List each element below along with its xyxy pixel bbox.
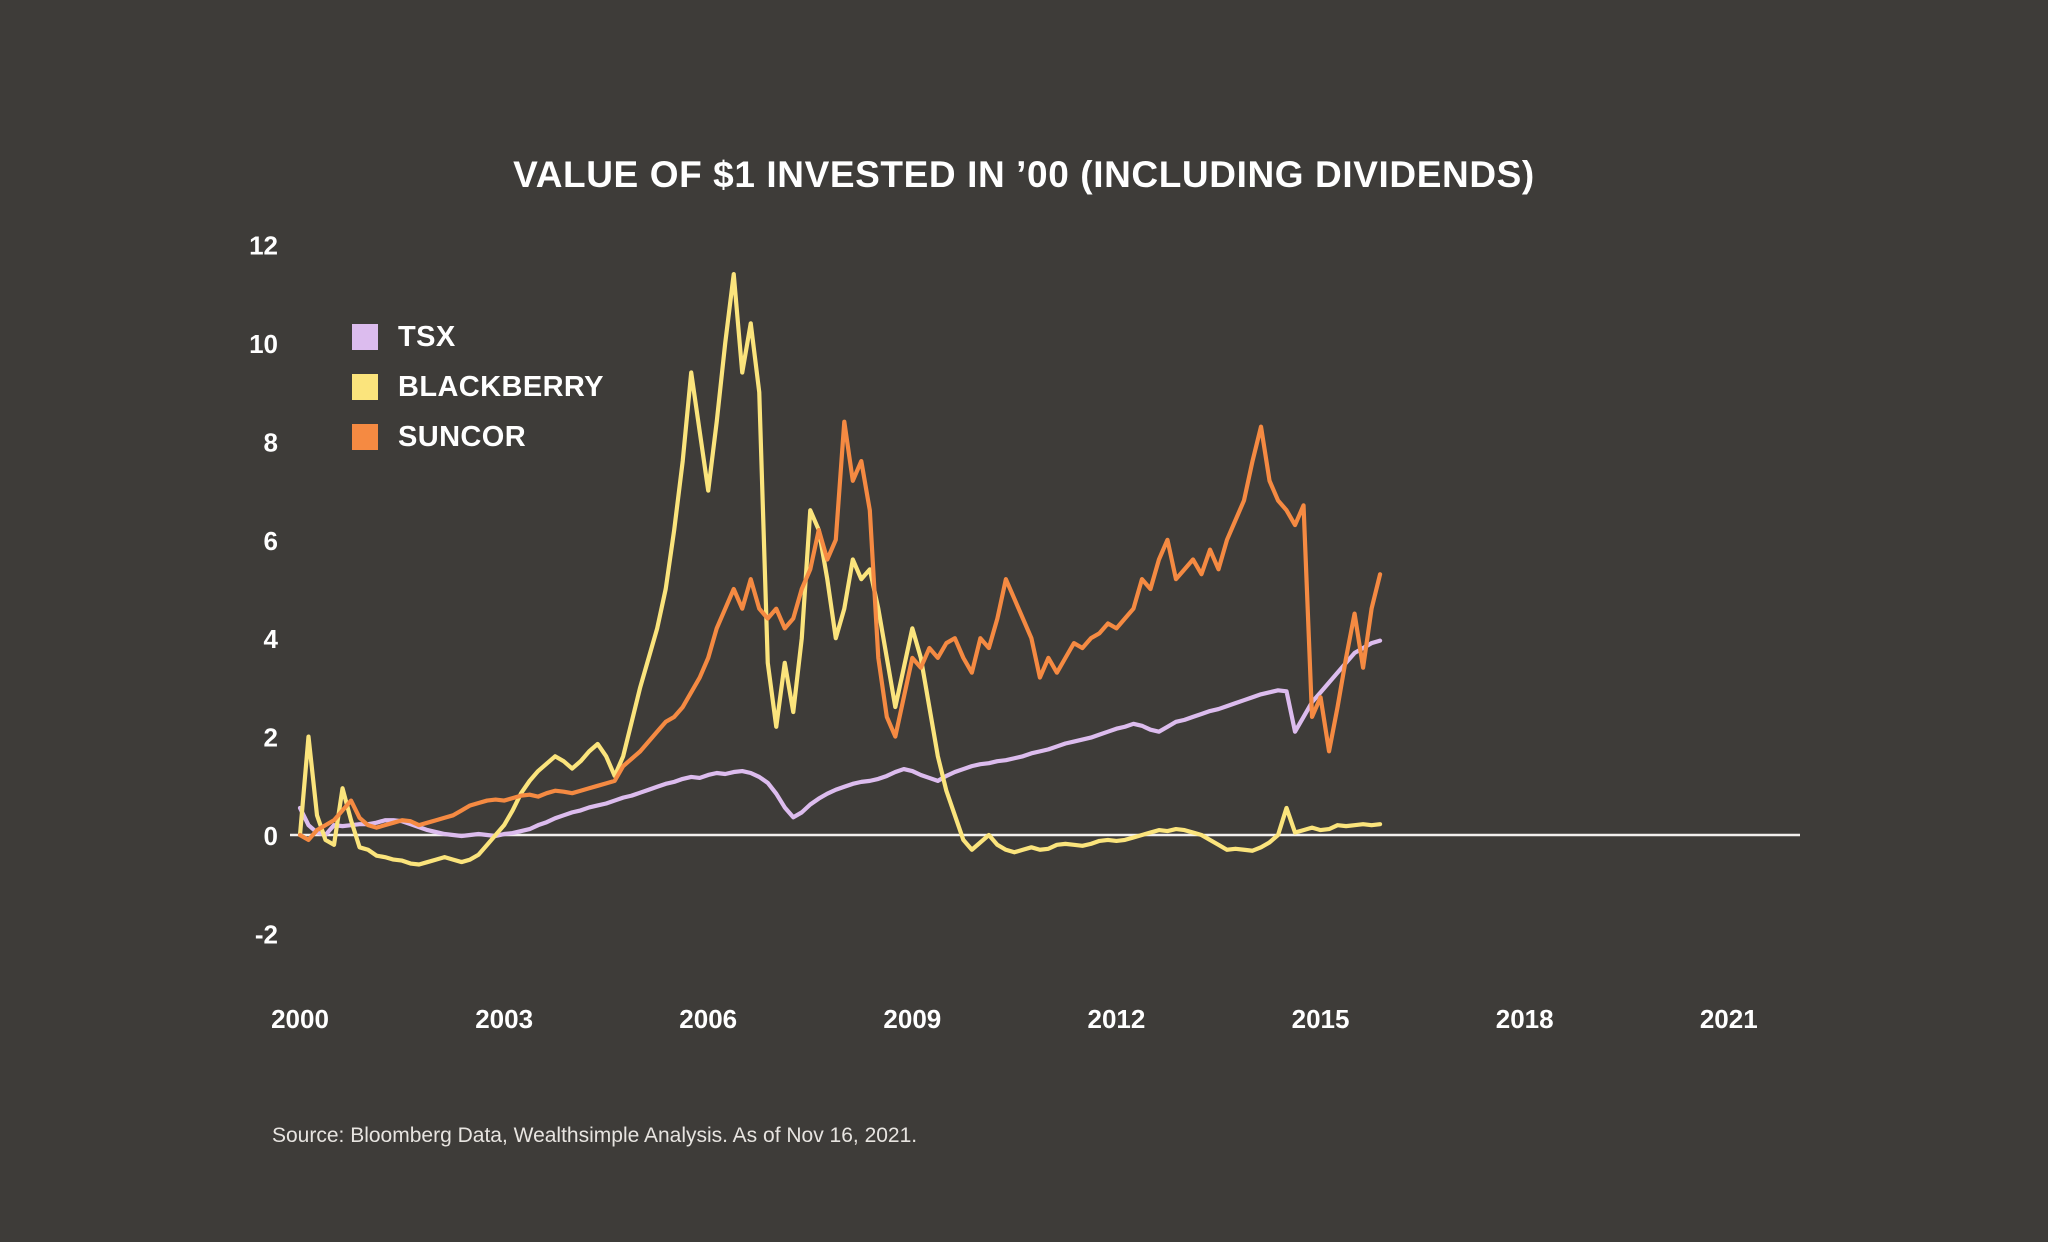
x-axis-tick-label: 2006	[679, 1004, 737, 1034]
y-axis-tick-label: 0	[264, 821, 278, 851]
legend-label-blackberry: BLACKBERRY	[398, 370, 604, 403]
x-axis-tick-label: 2000	[271, 1004, 329, 1034]
series-line-blackberry	[297, 272, 1383, 867]
legend-swatch-blackberry	[352, 374, 378, 400]
x-axis-tick-label: 2012	[1088, 1004, 1146, 1034]
series-line-tsx	[297, 638, 1383, 839]
x-axis-tick-label: 2009	[883, 1004, 941, 1034]
chart-legend: TSX BLACKBERRY SUNCOR	[352, 312, 604, 462]
y-axis-tick-label: -2	[255, 919, 278, 949]
x-axis-tick-label: 2003	[475, 1004, 533, 1034]
source-note: Source: Bloomberg Data, Wealthsimple Ana…	[272, 1124, 918, 1147]
y-axis-tick-label: 8	[264, 427, 278, 457]
y-axis-tick-label: 6	[264, 526, 278, 556]
x-axis-tick-label: 2015	[1292, 1004, 1350, 1034]
series-line-suncor	[297, 419, 1383, 843]
legend-swatch-tsx	[352, 324, 378, 350]
legend-label-suncor: SUNCOR	[398, 420, 527, 453]
legend-item-tsx: TSX	[352, 312, 604, 362]
legend-label-tsx: TSX	[398, 320, 456, 353]
legend-swatch-suncor	[352, 424, 378, 450]
legend-item-suncor: SUNCOR	[352, 412, 604, 462]
x-axis-tick-label: 2021	[1700, 1004, 1758, 1034]
legend-item-blackberry: BLACKBERRY	[352, 362, 604, 412]
y-axis-tick-label: 2	[264, 723, 278, 753]
x-axis-tick-label: 2018	[1496, 1004, 1554, 1034]
y-axis-tick-label: 4	[264, 624, 279, 654]
page-title: VALUE OF $1 INVESTED IN ’00 (INCLUDING D…	[513, 154, 1535, 195]
y-axis-tick-label: 10	[249, 329, 278, 359]
y-axis-tick-label: 12	[249, 231, 278, 261]
